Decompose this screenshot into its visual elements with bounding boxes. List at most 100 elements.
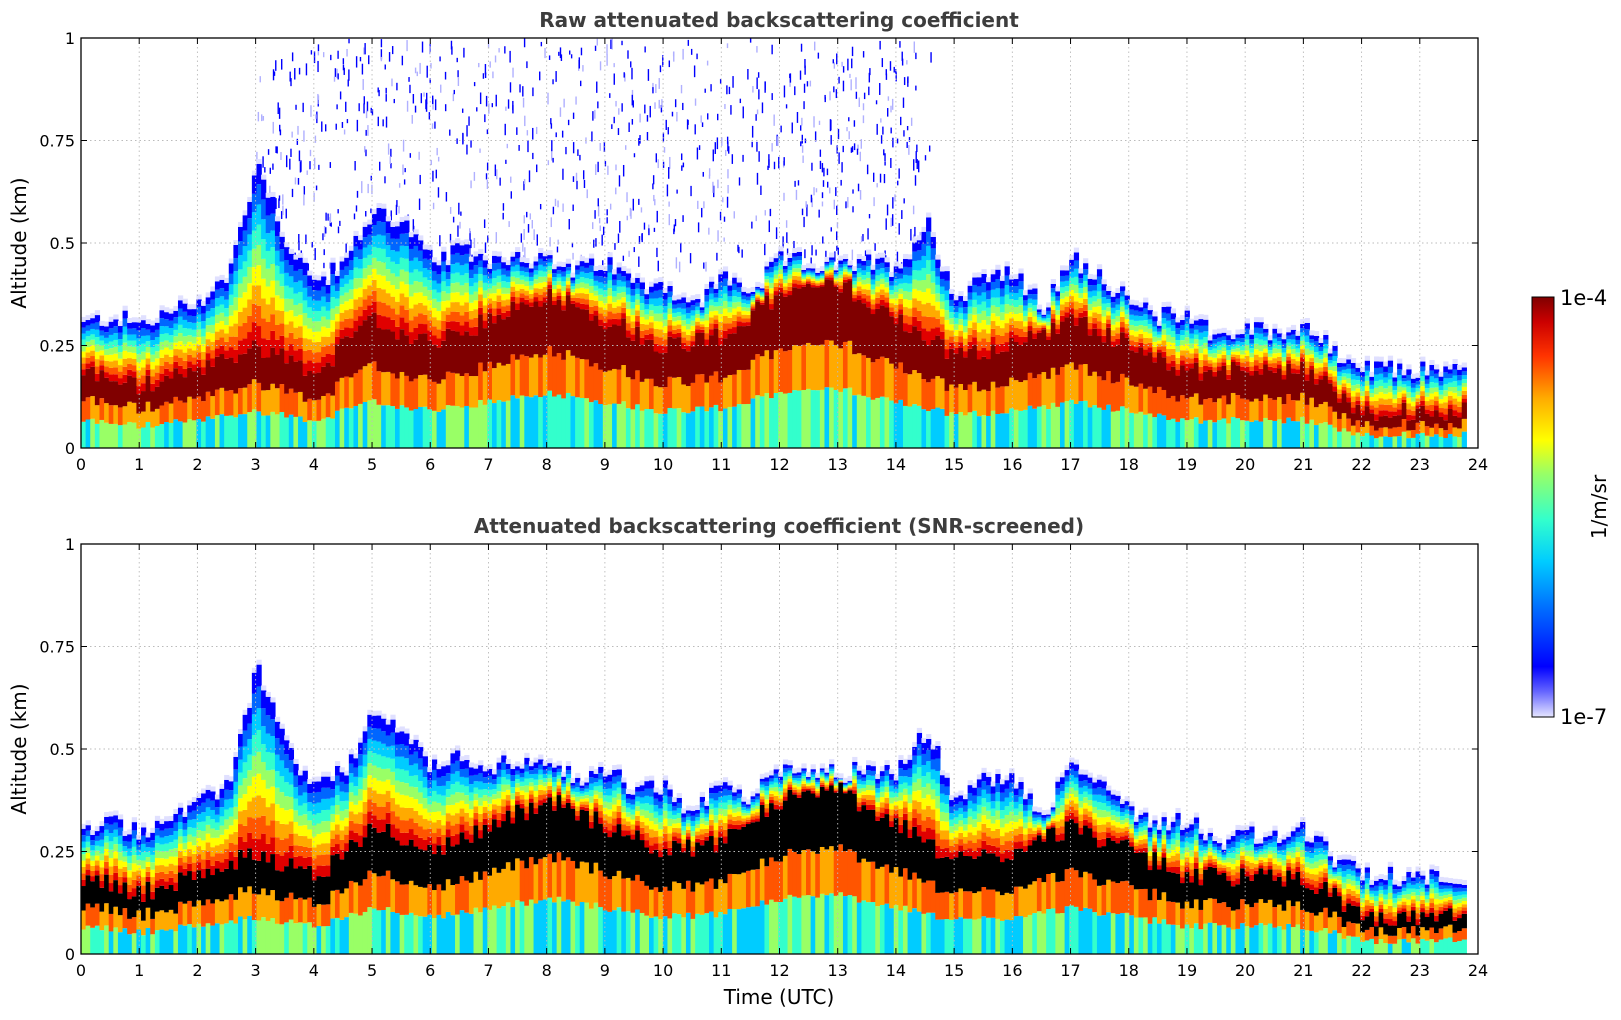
backscatter-cell [1203, 399, 1209, 421]
backscatter-cell [182, 298, 188, 304]
backscatter-cell [1059, 265, 1066, 271]
backscatter-cell [205, 416, 211, 448]
noise-speckle [742, 106, 744, 119]
backscatter-cell [1124, 408, 1130, 448]
backscatter-cell [1253, 398, 1260, 421]
noise-speckle [786, 232, 788, 243]
noise-speckle [599, 142, 601, 151]
backscatter-cell [1013, 328, 1020, 336]
backscatter-cell [986, 415, 992, 448]
backscatter-cell [1226, 330, 1232, 336]
noise-speckle [694, 98, 697, 106]
backscatter-cell [713, 302, 719, 307]
backscatter-cell [395, 221, 401, 227]
backscatter-cell [912, 242, 918, 252]
noise-speckle [875, 100, 878, 105]
backscatter-cell [168, 371, 174, 379]
backscatter-cell [847, 273, 853, 276]
backscatter-cell [136, 330, 142, 339]
backscatter-cell [524, 299, 530, 305]
backscatter-cell [473, 300, 479, 310]
backscatter-cell [690, 341, 696, 347]
backscatter-cell [1452, 392, 1458, 399]
backscatter-cell [1115, 298, 1121, 305]
backscatter-cell [81, 886, 87, 911]
noise-speckle [507, 99, 510, 109]
backscatter-cell [117, 407, 124, 426]
backscatter-cell [1115, 310, 1121, 316]
backscatter-cell [1360, 395, 1366, 401]
backscatter-cell [1064, 286, 1070, 292]
backscatter-cell [944, 339, 950, 350]
backscatter-cell [1166, 327, 1172, 335]
noise-speckle [841, 162, 843, 173]
noise-speckle [660, 104, 663, 113]
backscatter-cell [981, 356, 987, 390]
x-tick-label: 20 [1235, 455, 1255, 474]
noise-speckle [296, 138, 299, 145]
noise-speckle [432, 170, 434, 182]
backscatter-cell [986, 359, 992, 392]
backscatter-cell [570, 292, 576, 296]
backscatter-cell [579, 261, 585, 267]
backscatter-cell [459, 245, 465, 256]
backscatter-cell [353, 310, 359, 321]
backscatter-cell [1360, 381, 1366, 387]
backscatter-cell [302, 401, 308, 423]
backscatter-cell [644, 319, 650, 325]
noise-speckle [915, 151, 917, 163]
backscatter-cell [339, 329, 345, 339]
backscatter-cell [1083, 304, 1089, 311]
backscatter-cell [1124, 290, 1130, 296]
backscatter-cell [1369, 401, 1375, 406]
backscatter-cell [413, 281, 419, 293]
backscatter-cell [755, 293, 761, 295]
backscatter-cell [953, 335, 959, 342]
backscatter-cell [487, 313, 493, 362]
backscatter-cell [450, 330, 456, 373]
backscatter-cell [990, 410, 996, 448]
backscatter-cell [302, 257, 308, 263]
backscatter-cell [367, 234, 373, 245]
backscatter-cell [385, 329, 391, 372]
backscatter-cell [85, 341, 91, 348]
backscatter-cell [1281, 348, 1287, 353]
backscatter-cell [1337, 384, 1343, 390]
backscatter-cell [833, 390, 839, 448]
backscatter-cell [270, 263, 276, 281]
backscatter-cell [889, 281, 895, 286]
x-tick-label: 10 [653, 455, 673, 474]
backscatter-cell [1120, 306, 1126, 312]
backscatter-cell [1420, 421, 1426, 433]
backscatter-cell [418, 261, 424, 272]
noise-speckle [551, 140, 553, 152]
noise-speckle [345, 243, 347, 253]
backscatter-cell [787, 278, 793, 283]
backscatter-cell [1378, 361, 1384, 368]
backscatter-cell [1221, 418, 1227, 448]
backscatter-cell [1244, 399, 1250, 421]
backscatter-cell [1286, 346, 1292, 350]
backscatter-cell [1424, 375, 1431, 380]
backscatter-cell [468, 407, 475, 448]
backscatter-cell [1415, 433, 1421, 448]
backscatter-cell [547, 390, 553, 448]
backscatter-cell [713, 404, 719, 448]
backscatter-cell [99, 360, 105, 366]
noise-speckle [680, 84, 683, 94]
noise-speckle [560, 54, 563, 61]
backscatter-cell [972, 410, 978, 448]
backscatter-cell [893, 272, 899, 280]
backscatter-cell [436, 347, 442, 384]
noise-speckle [358, 103, 360, 112]
backscatter-cell [459, 325, 465, 336]
backscatter-cell [639, 410, 645, 448]
backscatter-cell [1318, 423, 1324, 448]
noise-speckle [489, 61, 491, 68]
backscatter-cell [1323, 334, 1329, 340]
backscatter-cell [1378, 416, 1384, 428]
backscatter-cell [750, 296, 756, 299]
backscatter-cell [995, 334, 1001, 345]
backscatter-cell [963, 300, 969, 308]
noise-speckle [484, 72, 487, 79]
